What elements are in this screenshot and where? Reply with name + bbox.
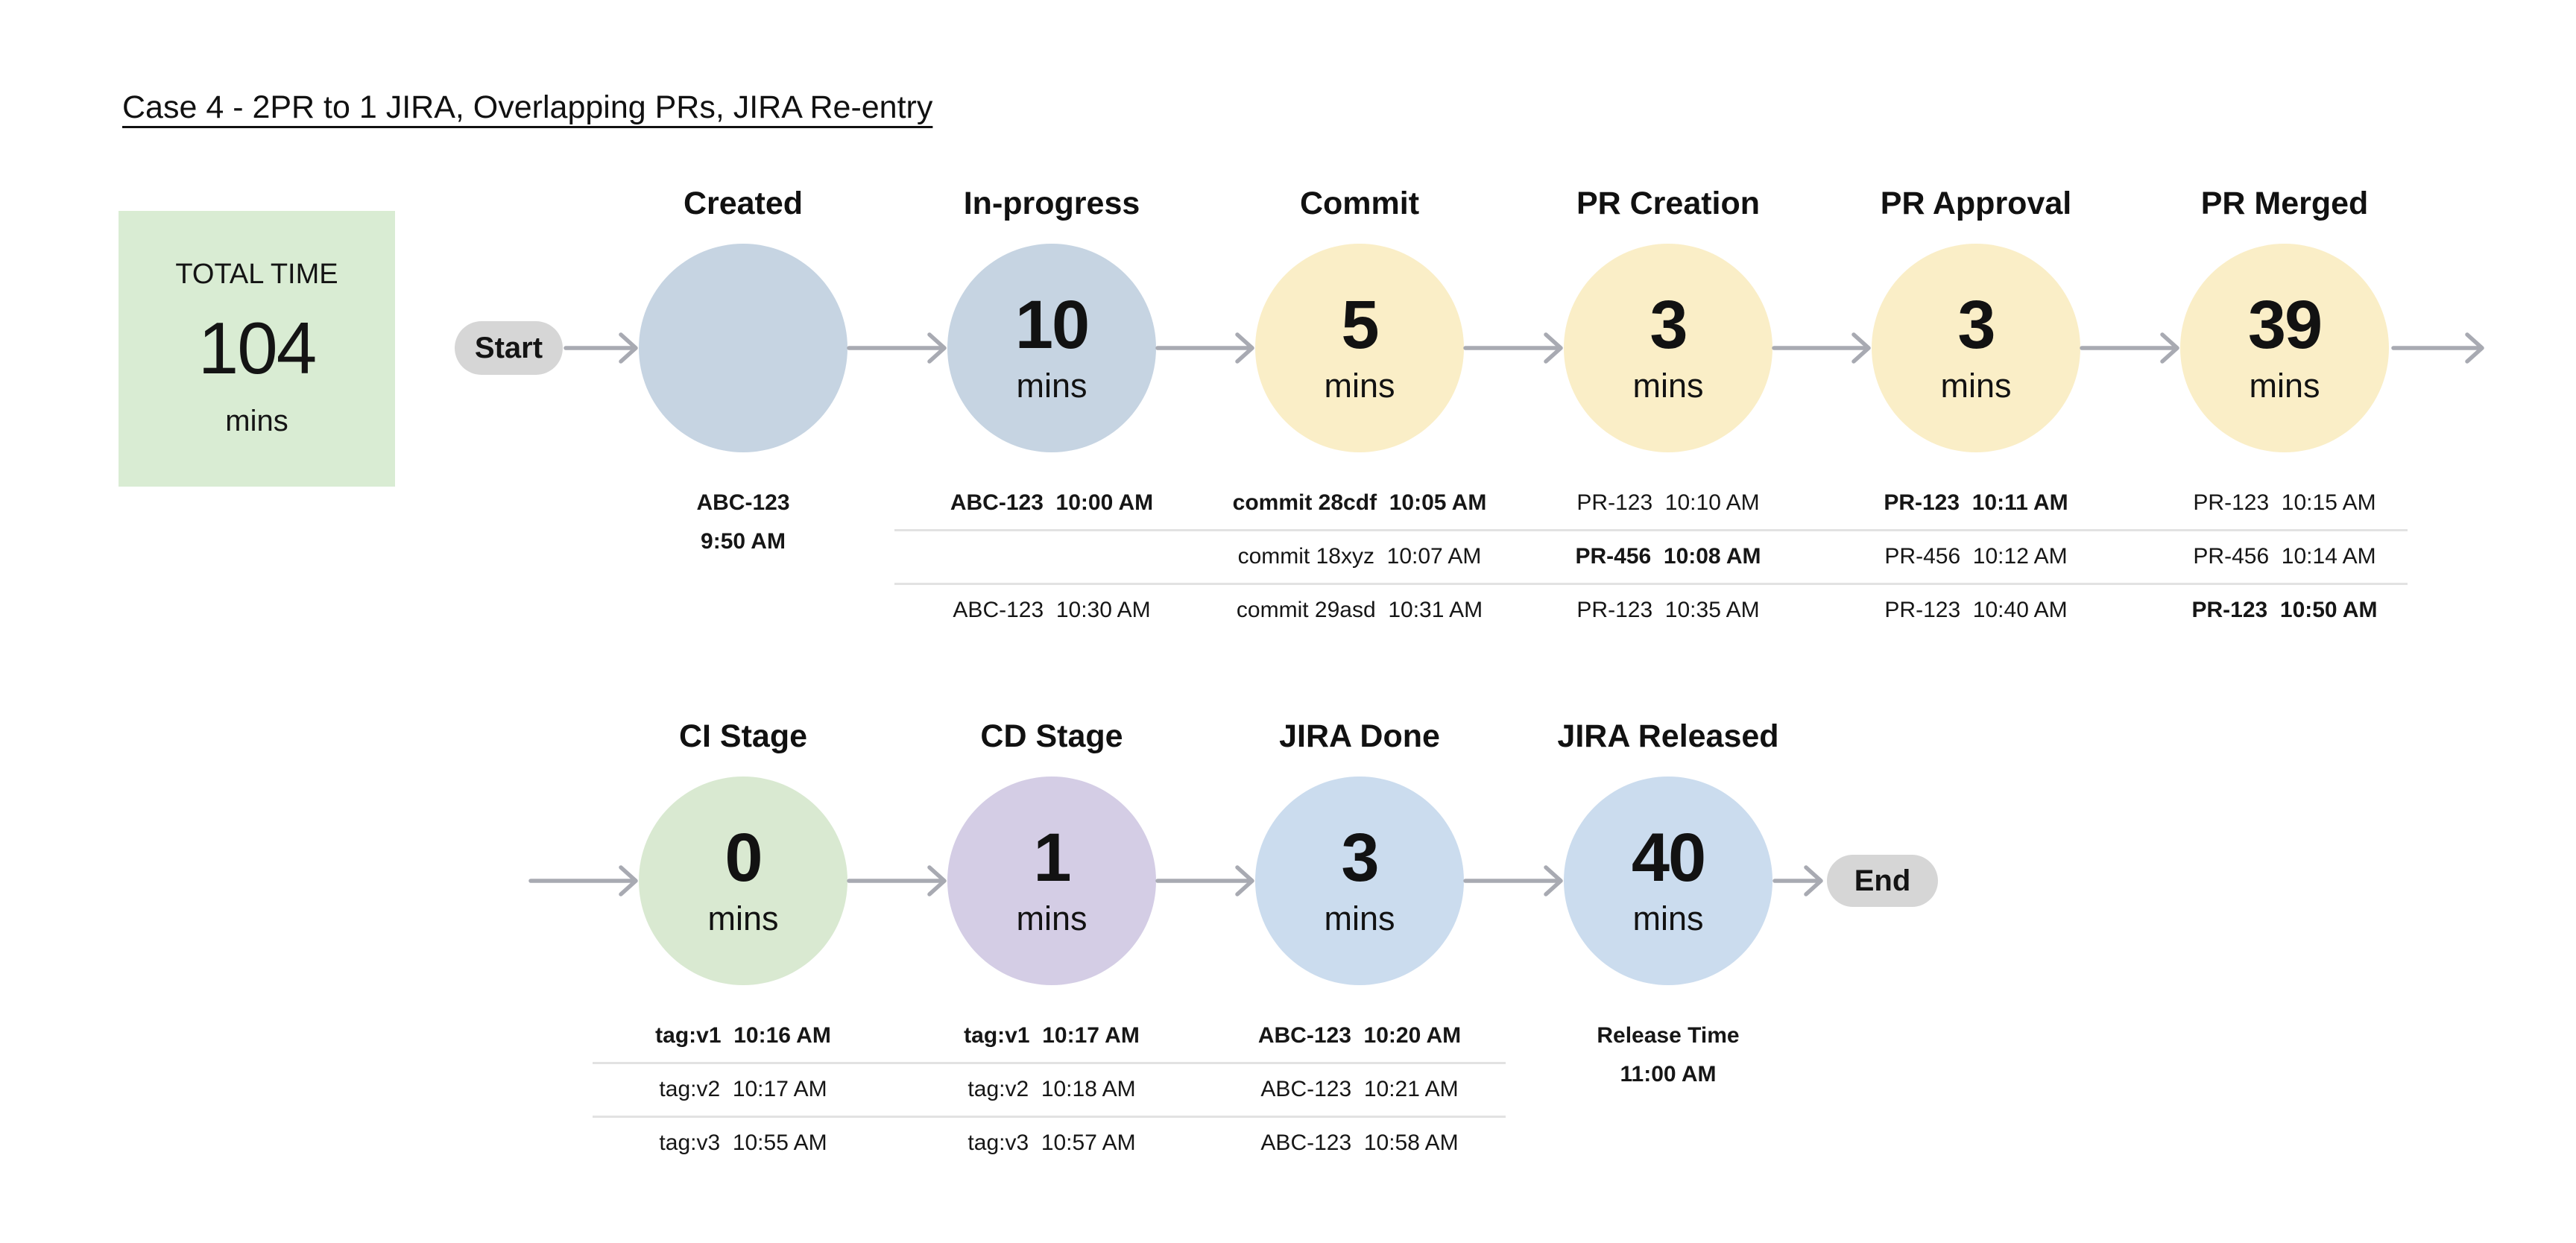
total-time-value: 104 xyxy=(198,307,318,389)
bottom-table-divider-2 xyxy=(593,1116,1506,1118)
stage-header-ci-stage: CI Stage xyxy=(678,718,808,754)
stage-header-commit: Commit xyxy=(1299,186,1420,221)
event-cell-commit-3: commit 29asd 10:31 AM xyxy=(1236,598,1483,622)
event-cell-jira-done-1: ABC-123 10:20 AM xyxy=(1257,1023,1462,1048)
stage-circle-pr-creation: 3 mins xyxy=(1564,244,1772,452)
arrow-right-icon xyxy=(2080,332,2179,364)
stage-duration-unit: mins xyxy=(1016,367,1087,405)
arrow-right-icon xyxy=(1463,332,1563,364)
event-cell-ci-stage-2: tag:v2 10:17 AM xyxy=(659,1077,827,1101)
stage-duration: 3 xyxy=(1957,287,1995,363)
event-cell-commit-1: commit 28cdf 10:05 AM xyxy=(1232,490,1487,515)
stage-duration-unit: mins xyxy=(1940,367,2012,405)
stage-header-jira-done: JIRA Done xyxy=(1279,718,1440,754)
created-note-line1: ABC-123 xyxy=(696,490,790,515)
stage-duration: 0 xyxy=(724,820,763,896)
stage-duration: 40 xyxy=(1631,820,1706,896)
event-cell-pr-approval-1: PR-123 10:11 AM xyxy=(1884,490,2068,515)
arrow-right-icon xyxy=(847,332,947,364)
arrow-right-icon xyxy=(1155,332,1254,364)
release-time-label: Release Time xyxy=(1597,1023,1740,1048)
top-table-divider-2 xyxy=(894,583,2408,585)
stage-duration: 3 xyxy=(1650,287,1688,363)
arrow-right-icon xyxy=(528,865,638,896)
stage-duration-unit: mins xyxy=(1324,899,1395,937)
arrow-right-icon xyxy=(1772,332,1871,364)
start-node: Start xyxy=(455,321,563,375)
arrow-right-icon xyxy=(847,865,947,896)
event-cell-pr-approval-2: PR-456 10:12 AM xyxy=(1884,544,2068,569)
arrow-right-icon xyxy=(1772,865,1823,896)
stage-circle-jira-released: 40 mins xyxy=(1564,777,1772,985)
stage-circle-pr-approval: 3 mins xyxy=(1872,244,2080,452)
event-cell-pr-creation-3: PR-123 10:35 AM xyxy=(1576,598,1760,622)
stage-duration: 39 xyxy=(2247,287,2323,363)
arrow-right-icon xyxy=(2391,332,2484,364)
stage-header-pr-approval: PR Approval xyxy=(1880,186,2072,221)
arrow-right-icon xyxy=(1463,865,1563,896)
top-table-divider-1 xyxy=(894,529,2408,531)
arrow-right-icon xyxy=(564,332,638,364)
stage-duration-unit: mins xyxy=(707,899,779,937)
event-cell-pr-merged-1: PR-123 10:15 AM xyxy=(2193,490,2376,515)
stage-header-cd-stage: CD Stage xyxy=(980,718,1123,754)
bottom-table-divider-1 xyxy=(593,1062,1506,1064)
event-cell-commit-2: commit 18xyz 10:07 AM xyxy=(1237,544,1482,569)
release-time-value: 11:00 AM xyxy=(1620,1062,1717,1087)
event-cell-pr-merged-2: PR-456 10:14 AM xyxy=(2193,544,2376,569)
created-note-line2: 9:50 AM xyxy=(701,529,786,554)
event-cell-jira-done-2: ABC-123 10:21 AM xyxy=(1260,1077,1459,1101)
stage-duration: 3 xyxy=(1341,820,1379,896)
stage-header-pr-creation: PR Creation xyxy=(1576,186,1761,221)
event-cell-ci-stage-3: tag:v3 10:55 AM xyxy=(659,1130,827,1155)
event-cell-cd-stage-3: tag:v3 10:57 AM xyxy=(967,1130,1136,1155)
event-cell-cd-stage-1: tag:v1 10:17 AM xyxy=(964,1023,1140,1048)
end-node: End xyxy=(1827,855,1938,907)
stage-duration-unit: mins xyxy=(2249,367,2320,405)
event-cell-in-progress-3: ABC-123 10:30 AM xyxy=(953,598,1151,622)
total-time-label: TOTAL TIME xyxy=(175,259,338,290)
stage-circle-in-progress: 10 mins xyxy=(947,244,1156,452)
stage-header-pr-merged: PR Merged xyxy=(2200,186,2369,221)
stage-circle-commit: 5 mins xyxy=(1255,244,1464,452)
event-cell-pr-merged-3: PR-123 10:50 AM xyxy=(2191,598,2378,622)
stage-header-in-progress: In-progress xyxy=(963,186,1140,221)
event-cell-ci-stage-1: tag:v1 10:16 AM xyxy=(655,1023,831,1048)
event-cell-cd-stage-2: tag:v2 10:18 AM xyxy=(967,1077,1136,1101)
stage-duration-unit: mins xyxy=(1632,899,1704,937)
total-time-card: TOTAL TIME 104 mins xyxy=(119,211,395,487)
arrow-right-icon xyxy=(1155,865,1254,896)
stage-duration-unit: mins xyxy=(1016,899,1087,937)
event-cell-in-progress-1: ABC-123 10:00 AM xyxy=(950,490,1154,515)
stage-duration: 1 xyxy=(1033,820,1071,896)
total-time-unit: mins xyxy=(225,405,288,437)
stage-header-created: Created xyxy=(683,186,804,221)
case-title: Case 4 - 2PR to 1 JIRA, Overlapping PRs,… xyxy=(122,89,933,125)
stage-circle-pr-merged: 39 mins xyxy=(2180,244,2389,452)
stage-circle-cd-stage: 1 mins xyxy=(947,777,1156,985)
stage-circle-ci-stage: 0 mins xyxy=(639,777,847,985)
event-cell-pr-creation-1: PR-123 10:10 AM xyxy=(1576,490,1760,515)
stage-duration-unit: mins xyxy=(1632,367,1704,405)
stage-duration: 5 xyxy=(1341,287,1379,363)
stage-circle-jira-done: 3 mins xyxy=(1255,777,1464,985)
stage-circle-created xyxy=(639,244,847,452)
event-cell-jira-done-3: ABC-123 10:58 AM xyxy=(1260,1130,1459,1155)
event-cell-pr-approval-3: PR-123 10:40 AM xyxy=(1884,598,2068,622)
stage-duration-unit: mins xyxy=(1324,367,1395,405)
stage-duration: 10 xyxy=(1014,287,1090,363)
stage-header-jira-released: JIRA Released xyxy=(1557,718,1779,754)
event-cell-pr-creation-2: PR-456 10:08 AM xyxy=(1575,544,1761,569)
